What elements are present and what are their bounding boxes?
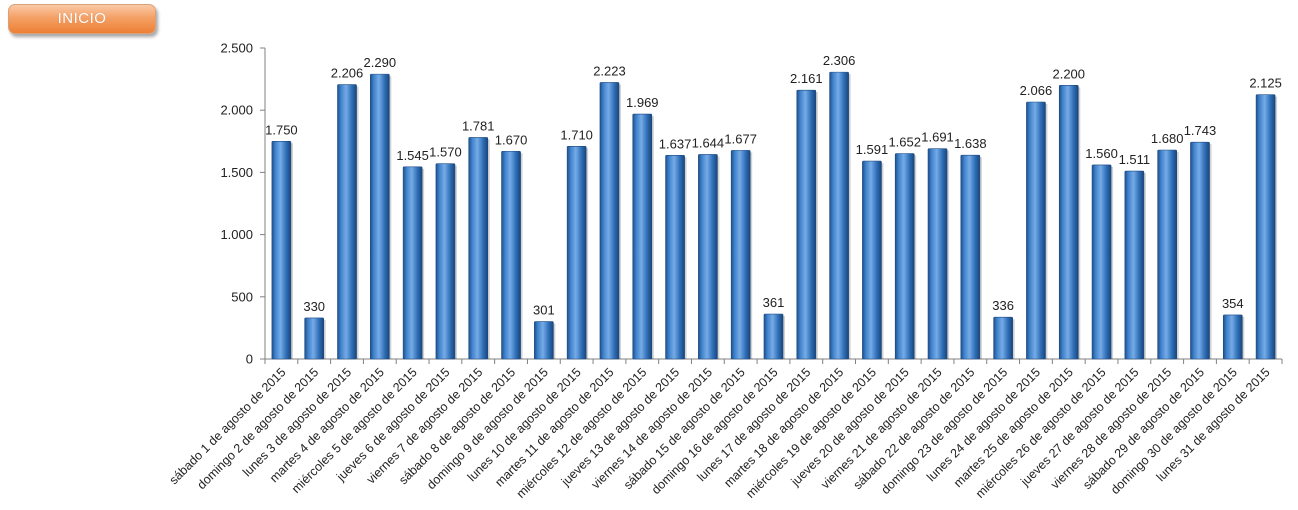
data-label: 1.638 — [954, 136, 987, 151]
bar — [796, 89, 817, 360]
bar — [632, 113, 653, 360]
bar — [566, 145, 587, 360]
data-label: 2.290 — [364, 55, 397, 70]
bar — [599, 82, 620, 360]
bar — [304, 317, 325, 360]
y-tick-label: 2.500 — [220, 41, 253, 56]
y-tick-label: 0 — [246, 352, 253, 367]
data-label: 2.206 — [331, 66, 364, 81]
bar — [271, 141, 292, 360]
data-label: 361 — [763, 295, 785, 310]
data-label: 2.306 — [823, 53, 856, 68]
data-label: 1.644 — [692, 135, 725, 150]
data-label: 1.750 — [265, 122, 298, 137]
data-label: 1.570 — [429, 145, 462, 160]
bar — [337, 84, 357, 360]
bar — [534, 321, 554, 360]
bar — [927, 148, 948, 360]
data-label: 2.200 — [1052, 66, 1085, 81]
bar — [1124, 170, 1145, 360]
bar — [1157, 149, 1177, 360]
bar — [1190, 141, 1210, 360]
data-label: 2.161 — [790, 71, 823, 86]
data-label: 1.670 — [495, 132, 528, 147]
data-label: 354 — [1222, 296, 1244, 311]
data-label: 2.125 — [1249, 76, 1282, 91]
bar — [1091, 164, 1112, 360]
data-label: 330 — [303, 299, 325, 314]
data-label: 301 — [533, 303, 555, 318]
bar — [1026, 101, 1046, 360]
y-tick-label: 1.500 — [220, 165, 253, 180]
bar — [435, 163, 456, 360]
data-label: 1.560 — [1085, 146, 1118, 161]
bar — [1255, 94, 1276, 360]
data-label: 2.223 — [593, 63, 626, 78]
data-label: 1.591 — [856, 142, 889, 157]
inicio-button-label: INICIO — [57, 9, 107, 27]
data-label: 1.691 — [921, 130, 954, 145]
data-label: 2.066 — [1020, 83, 1053, 98]
y-tick-label: 500 — [231, 289, 253, 304]
data-label: 1.680 — [1151, 131, 1184, 146]
data-label: 1.781 — [462, 118, 495, 133]
bar — [763, 313, 784, 360]
data-label: 1.652 — [888, 134, 921, 149]
data-label: 1.545 — [396, 148, 429, 163]
inicio-button[interactable]: INICIO — [8, 4, 156, 34]
bar — [468, 137, 489, 360]
bar — [730, 150, 751, 360]
bar — [665, 155, 685, 360]
bar — [993, 316, 1013, 360]
data-label: 1.969 — [626, 95, 659, 110]
bar — [862, 160, 882, 360]
data-label: 1.710 — [560, 127, 593, 142]
data-label: 1.743 — [1184, 123, 1217, 138]
bar — [370, 73, 390, 360]
data-label: 1.511 — [1119, 152, 1151, 167]
bar — [698, 154, 718, 360]
bar — [402, 166, 423, 360]
y-tick-label: 1.000 — [220, 227, 253, 242]
y-tick-label: 2.000 — [220, 103, 253, 118]
bar — [1222, 314, 1243, 360]
bar — [894, 153, 915, 360]
bar — [501, 150, 521, 360]
data-label: 1.677 — [724, 131, 757, 146]
bar — [829, 71, 849, 360]
bar — [1058, 85, 1079, 360]
data-label: 1.637 — [659, 136, 692, 151]
data-label: 336 — [992, 298, 1014, 313]
bar — [960, 154, 981, 360]
